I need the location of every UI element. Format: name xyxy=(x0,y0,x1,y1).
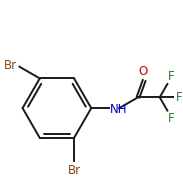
Text: O: O xyxy=(139,65,148,78)
Text: F: F xyxy=(168,70,175,83)
Text: Br: Br xyxy=(4,59,17,72)
Text: Br: Br xyxy=(68,163,81,176)
Text: F: F xyxy=(168,112,175,125)
Text: NH: NH xyxy=(110,103,128,116)
Text: F: F xyxy=(176,91,183,104)
